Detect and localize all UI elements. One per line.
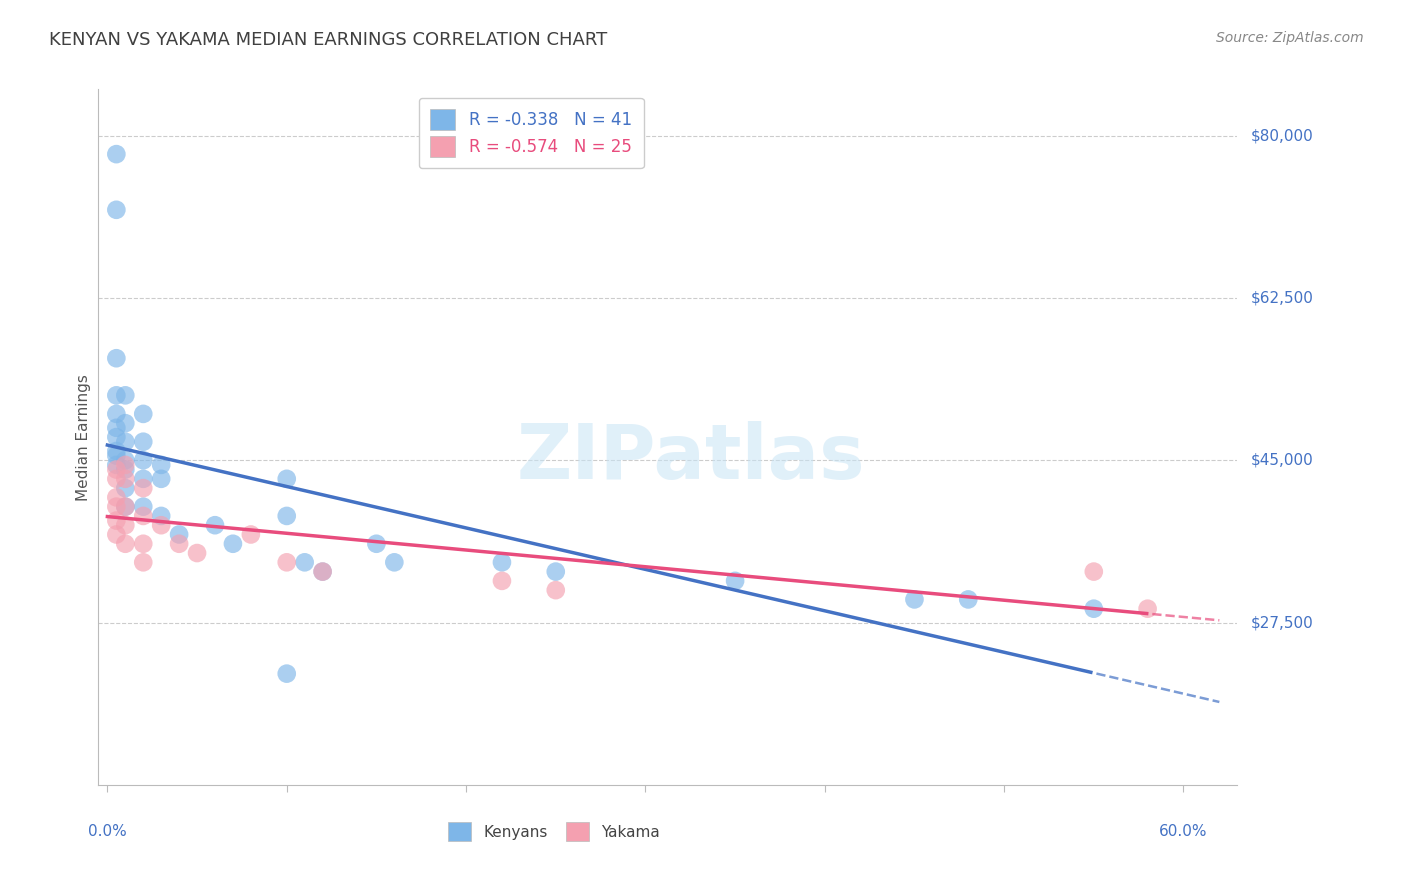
Point: [114, 500, 136, 514]
Point: [544, 583, 567, 598]
Point: [132, 472, 155, 486]
Point: [132, 508, 155, 523]
Point: [105, 444, 128, 458]
Point: [167, 527, 190, 541]
Point: [276, 666, 298, 681]
Point: [105, 491, 128, 505]
Point: [204, 518, 226, 533]
Point: [132, 434, 155, 449]
Point: [1083, 601, 1105, 615]
Point: [105, 458, 128, 472]
Point: [222, 537, 245, 551]
Point: [132, 407, 155, 421]
Text: 0.0%: 0.0%: [89, 824, 127, 838]
Point: [105, 430, 128, 444]
Point: [105, 527, 128, 541]
Point: [1136, 601, 1159, 615]
Point: [114, 518, 136, 533]
Point: [150, 472, 173, 486]
Point: [276, 472, 298, 486]
Point: [167, 537, 190, 551]
Text: ZIPatlas: ZIPatlas: [516, 421, 865, 495]
Text: $45,000: $45,000: [1251, 453, 1315, 467]
Text: $27,500: $27,500: [1251, 615, 1315, 630]
Point: [1083, 565, 1105, 579]
Point: [311, 565, 333, 579]
Point: [724, 574, 747, 588]
Point: [114, 434, 136, 449]
Point: [132, 537, 155, 551]
Text: $62,500: $62,500: [1251, 291, 1315, 305]
Point: [957, 592, 980, 607]
Text: $80,000: $80,000: [1251, 128, 1315, 143]
Point: [382, 555, 405, 569]
Point: [544, 565, 567, 579]
Point: [294, 555, 316, 569]
Point: [105, 407, 128, 421]
Point: [114, 500, 136, 514]
Point: [114, 416, 136, 430]
Point: [105, 351, 128, 366]
Text: Source: ZipAtlas.com: Source: ZipAtlas.com: [1216, 31, 1364, 45]
Point: [276, 508, 298, 523]
Point: [114, 462, 136, 476]
Point: [114, 458, 136, 472]
Point: [186, 546, 208, 560]
Point: [150, 518, 173, 533]
Point: [114, 388, 136, 402]
Point: [114, 472, 136, 486]
Point: [366, 537, 388, 551]
Point: [105, 514, 128, 528]
Point: [311, 565, 333, 579]
Point: [105, 388, 128, 402]
Point: [114, 537, 136, 551]
Point: [105, 202, 128, 217]
Point: [491, 574, 513, 588]
Point: [105, 147, 128, 161]
Point: [150, 458, 173, 472]
Text: KENYAN VS YAKAMA MEDIAN EARNINGS CORRELATION CHART: KENYAN VS YAKAMA MEDIAN EARNINGS CORRELA…: [49, 31, 607, 49]
Point: [132, 500, 155, 514]
Point: [114, 453, 136, 467]
Point: [491, 555, 513, 569]
Legend: Kenyans, Yakama: Kenyans, Yakama: [441, 816, 666, 847]
Point: [132, 555, 155, 569]
Point: [105, 500, 128, 514]
Point: [132, 453, 155, 467]
Point: [150, 508, 173, 523]
Y-axis label: Median Earnings: Median Earnings: [76, 374, 91, 500]
Point: [276, 555, 298, 569]
Point: [105, 472, 128, 486]
Point: [132, 481, 155, 495]
Point: [239, 527, 262, 541]
Text: 60.0%: 60.0%: [1159, 824, 1208, 838]
Point: [114, 481, 136, 495]
Point: [903, 592, 925, 607]
Point: [105, 449, 128, 463]
Point: [105, 462, 128, 476]
Point: [105, 421, 128, 435]
